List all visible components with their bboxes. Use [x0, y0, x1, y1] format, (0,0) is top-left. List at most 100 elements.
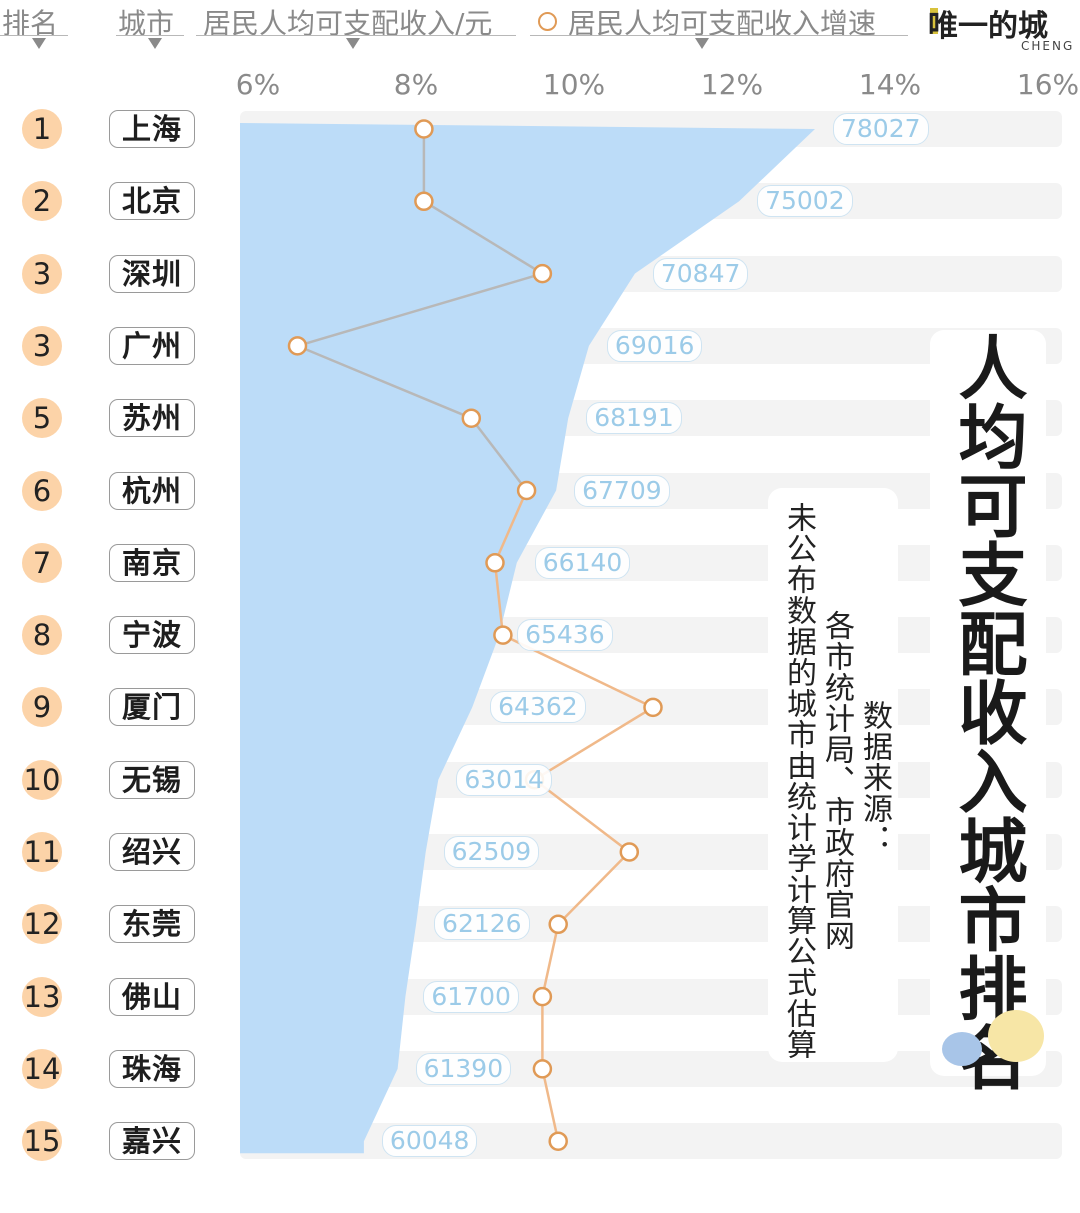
growth-line-segment — [423, 200, 544, 275]
growth-point — [414, 119, 434, 139]
growth-line-segment — [493, 489, 528, 564]
growth-line-segment — [557, 851, 631, 926]
city-label: 宁波 — [109, 616, 195, 655]
growth-line-segment — [297, 344, 472, 420]
source-agencies: 各市统计局、市政府官网 — [819, 610, 854, 951]
growth-point — [532, 263, 553, 284]
city-label: 广州 — [109, 326, 195, 365]
city-label: 杭州 — [109, 471, 195, 510]
growth-line-segment — [533, 706, 654, 781]
title-box — [930, 330, 1046, 1076]
growth-line-segment — [493, 562, 505, 636]
rank-badge: 8 — [22, 615, 62, 656]
city-header: 城市 — [118, 7, 175, 40]
income-value-label: 63014 — [456, 763, 552, 796]
source-note-box — [768, 488, 898, 1062]
growth-sort-arrow-icon[interactable] — [695, 38, 709, 49]
rank-sort-arrow-icon[interactable] — [32, 38, 46, 49]
income-value-label: 66140 — [534, 546, 631, 579]
income-value-label: 60048 — [381, 1125, 478, 1158]
rank-badge: 3 — [22, 325, 62, 366]
growth-point — [493, 625, 513, 645]
income-sort-arrow-icon[interactable] — [346, 38, 360, 49]
x-tick-label: 6% — [235, 68, 281, 101]
row-background — [240, 1123, 1062, 1160]
growth-point — [414, 191, 434, 212]
growth-point — [532, 1059, 553, 1079]
city-header-underline — [116, 35, 184, 36]
rank-badge: 10 — [22, 759, 62, 800]
rank-header: 排名 — [2, 7, 59, 40]
income-value-label: 65436 — [517, 619, 613, 652]
city-label: 上海 — [109, 110, 195, 148]
growth-point — [619, 842, 640, 862]
income-value-label: 61390 — [415, 1052, 512, 1085]
growth-point — [532, 986, 553, 1007]
income-value-label: 67709 — [574, 474, 670, 507]
rank-badge: 6 — [22, 470, 62, 511]
growth-line-segment — [541, 924, 560, 997]
rank-badge: 1 — [22, 109, 62, 149]
rank-badge: 11 — [22, 832, 62, 872]
x-tick-label: 8% — [393, 68, 439, 101]
growth-point — [548, 914, 568, 935]
rank-badge: 5 — [22, 398, 62, 439]
growth-header: 居民人均可支配收入增速 — [568, 7, 877, 40]
growth-point — [516, 480, 537, 501]
growth-point — [485, 553, 505, 573]
city-label: 南京 — [109, 543, 195, 582]
source-estimate-note: 未公布数据的城市由统计学计算公式估算 — [781, 502, 816, 1060]
growth-line-segment — [470, 417, 528, 492]
rank-badge: 15 — [22, 1121, 62, 1162]
growth-line-segment — [541, 1068, 560, 1142]
brand-mark-icon — [930, 8, 938, 34]
city-label: 深圳 — [109, 254, 195, 293]
city-label: 珠海 — [109, 1049, 195, 1088]
income-value-label: 70847 — [652, 257, 749, 290]
income-value-label: 75002 — [757, 185, 853, 218]
growth-header-underline — [530, 35, 908, 36]
rank-badge: 14 — [22, 1048, 62, 1089]
income-value-label: 69016 — [606, 329, 703, 362]
growth-legend-marker-icon — [538, 12, 557, 31]
rank-badge: 9 — [22, 687, 62, 728]
x-tick-label: 10% — [542, 68, 606, 101]
income-value-label: 61700 — [423, 980, 519, 1013]
city-label: 北京 — [109, 182, 195, 221]
income-header: 居民人均可支配收入/元 — [203, 7, 493, 40]
growth-point — [643, 697, 663, 718]
rank-badge: 12 — [22, 904, 62, 945]
income-header-underline — [196, 35, 516, 36]
brand-logo: 唯一的城 — [928, 9, 1048, 44]
rank-header-underline — [0, 35, 68, 36]
x-tick-label: 16% — [1016, 68, 1080, 101]
growth-line-segment — [297, 272, 543, 348]
chart-title: 人均可支配收入城市排名 — [946, 332, 1026, 1091]
source-label: 数据来源： — [857, 700, 892, 855]
city-label: 厦门 — [109, 688, 195, 727]
rank-badge: 3 — [22, 253, 62, 294]
income-value-label: 62126 — [434, 908, 530, 941]
rank-badge: 7 — [22, 542, 62, 583]
x-tick-label: 14% — [858, 68, 922, 101]
growth-point — [548, 1131, 568, 1151]
brand-subtitle: CHENG — [1021, 39, 1075, 53]
decor-blue-circle — [942, 1032, 982, 1066]
growth-line-segment — [533, 778, 631, 853]
x-tick-label: 12% — [700, 68, 764, 101]
rank-badge: 2 — [22, 181, 62, 222]
decor-yellow-circle — [988, 1010, 1044, 1062]
rank-badge: 13 — [22, 976, 62, 1017]
growth-point — [287, 336, 308, 356]
income-value-label: 62509 — [443, 836, 540, 868]
city-sort-arrow-icon[interactable] — [148, 38, 162, 49]
city-label: 苏州 — [109, 399, 195, 438]
growth-point — [461, 408, 482, 428]
city-label: 无锡 — [109, 760, 195, 799]
city-label: 东莞 — [109, 905, 195, 944]
income-value-label: 64362 — [490, 691, 586, 724]
city-label: 嘉兴 — [109, 1122, 195, 1161]
income-value-label: 68191 — [586, 402, 682, 435]
income-value-label: 78027 — [833, 113, 929, 145]
